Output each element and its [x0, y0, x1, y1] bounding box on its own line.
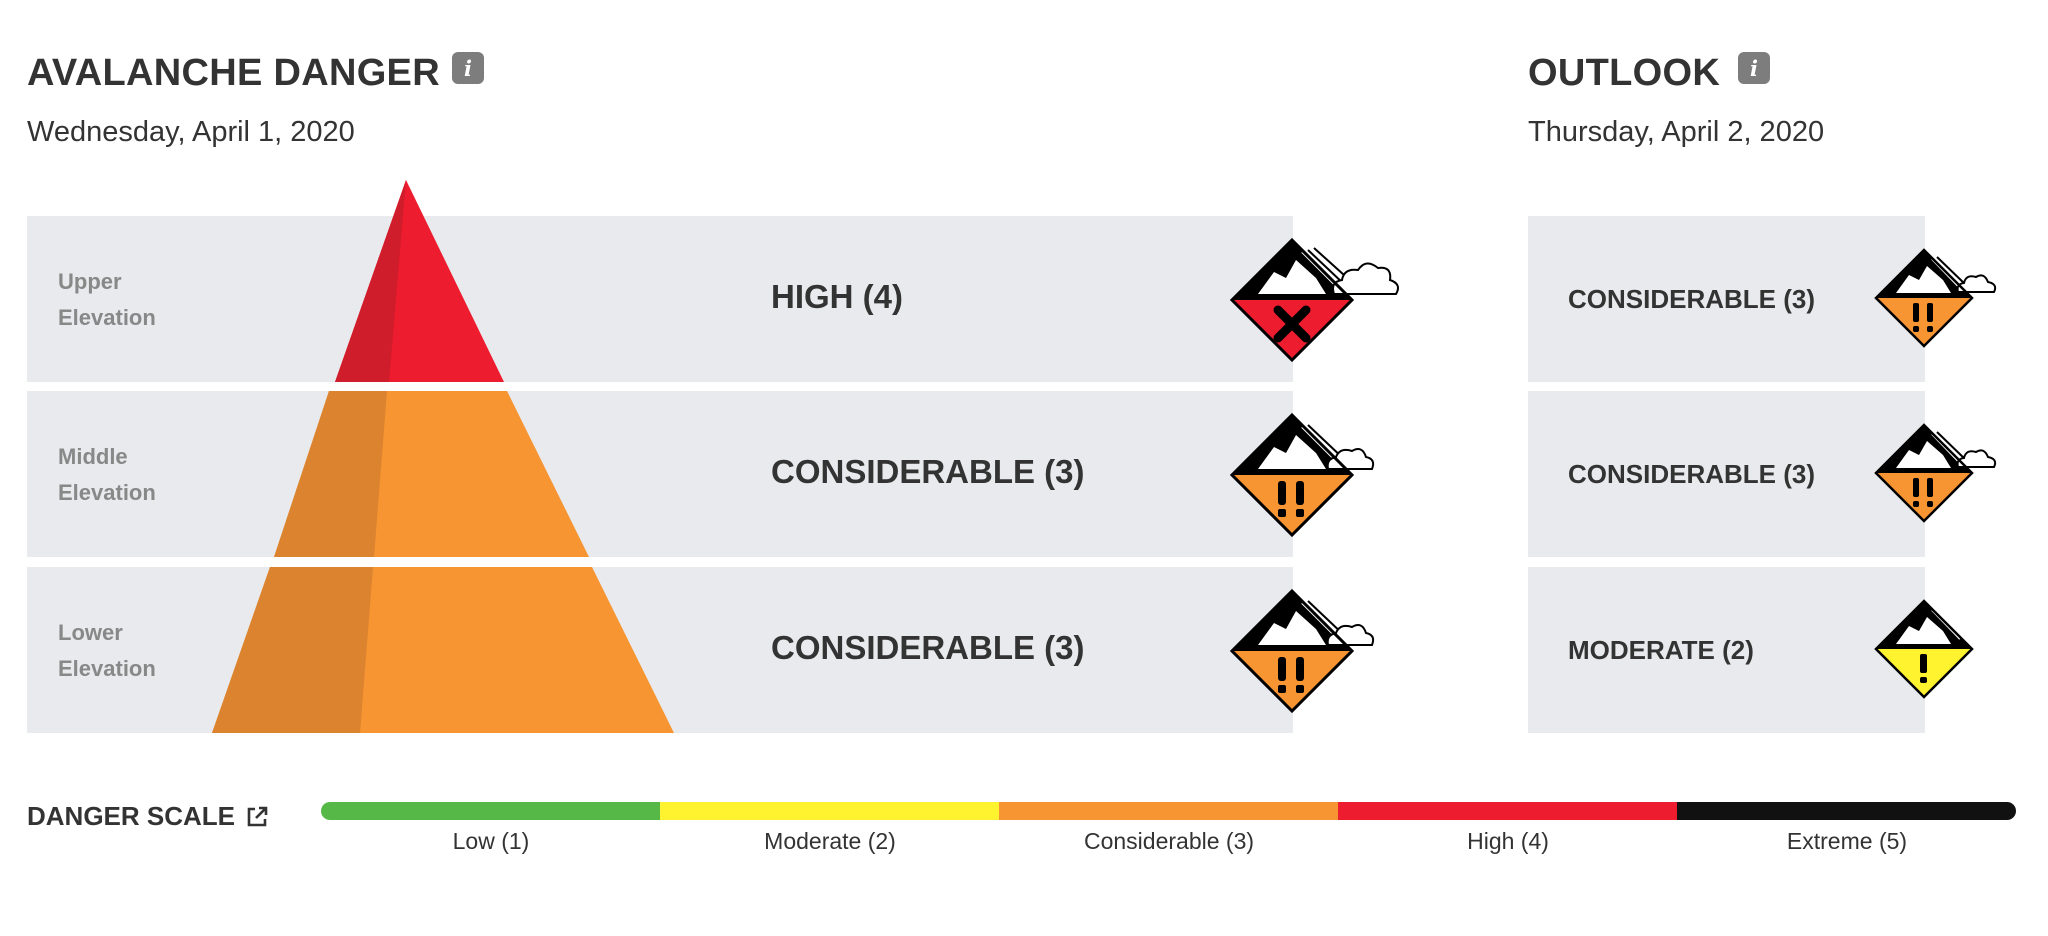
danger-row-upper — [27, 216, 1293, 382]
scale-segment-considerable — [999, 802, 1338, 820]
danger-row-middle — [27, 391, 1293, 557]
scale-label-high: High (4) — [1467, 828, 1549, 854]
avalanche-danger-icon-outlook-lower — [1874, 599, 1974, 699]
danger-scale-bar — [321, 802, 2016, 820]
danger-row-lower — [27, 567, 1293, 733]
outlook-row-upper — [1528, 216, 1925, 382]
danger-scale-link[interactable]: DANGER SCALE — [27, 801, 269, 832]
scale-segment-extreme — [1677, 802, 2016, 820]
scale-segment-high — [1338, 802, 1677, 820]
danger-rating-upper: HIGH (4) — [771, 278, 903, 315]
info-icon[interactable]: i — [452, 52, 484, 84]
danger-scale-title: DANGER SCALE — [27, 801, 236, 831]
outlook-rating-lower: MODERATE (2) — [1568, 635, 1754, 665]
scale-label-moderate: Moderate (2) — [764, 828, 896, 854]
outlook-rating-upper: CONSIDERABLE (3) — [1568, 284, 1816, 314]
outlook-row-lower — [1528, 567, 1925, 733]
outlook-row-middle — [1528, 391, 1925, 557]
elevation-label-lower: Lower Elevation — [58, 620, 156, 681]
outlook-title: OUTLOOK — [1528, 52, 1721, 94]
avalanche-danger-icon-outlook-upper — [1874, 248, 1997, 348]
outlook-info-icon[interactable]: i — [1738, 52, 1770, 84]
danger-rating-middle: CONSIDERABLE (3) — [771, 453, 1085, 490]
avalanche-danger-icon-considerable-middle — [1230, 413, 1375, 538]
avalanche-danger-icon-high — [1230, 238, 1399, 363]
avalanche-danger-icon-outlook-middle — [1874, 423, 1997, 523]
outlook-date: Thursday, April 2, 2020 — [1528, 116, 1825, 148]
danger-rating-lower: CONSIDERABLE (3) — [771, 629, 1085, 666]
elevation-label-middle: Middle Elevation — [58, 444, 156, 505]
danger-title: AVALANCHE DANGER — [27, 52, 440, 94]
scale-label-extreme: Extreme (5) — [1786, 828, 1908, 854]
elevation-label-upper: Upper Elevation — [58, 269, 156, 330]
scale-segment-moderate — [660, 802, 999, 820]
external-link-icon — [247, 806, 268, 826]
scale-label-considerable: Considerable (3) — [1083, 828, 1255, 854]
danger-date: Wednesday, April 1, 2020 — [27, 116, 355, 148]
scale-segment-low — [321, 802, 660, 820]
outlook-rating-middle: CONSIDERABLE (3) — [1568, 459, 1816, 489]
scale-label-low: Low (1) — [452, 828, 530, 854]
avalanche-danger-icon-considerable-lower — [1230, 589, 1375, 714]
